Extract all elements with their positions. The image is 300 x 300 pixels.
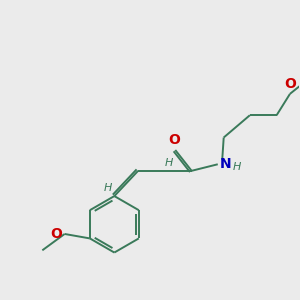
Text: O: O bbox=[285, 77, 296, 91]
Text: O: O bbox=[50, 227, 62, 241]
Text: O: O bbox=[168, 133, 180, 147]
Text: H: H bbox=[103, 183, 112, 193]
Text: N: N bbox=[219, 157, 231, 171]
Text: H: H bbox=[232, 162, 241, 172]
Text: H: H bbox=[165, 158, 173, 168]
